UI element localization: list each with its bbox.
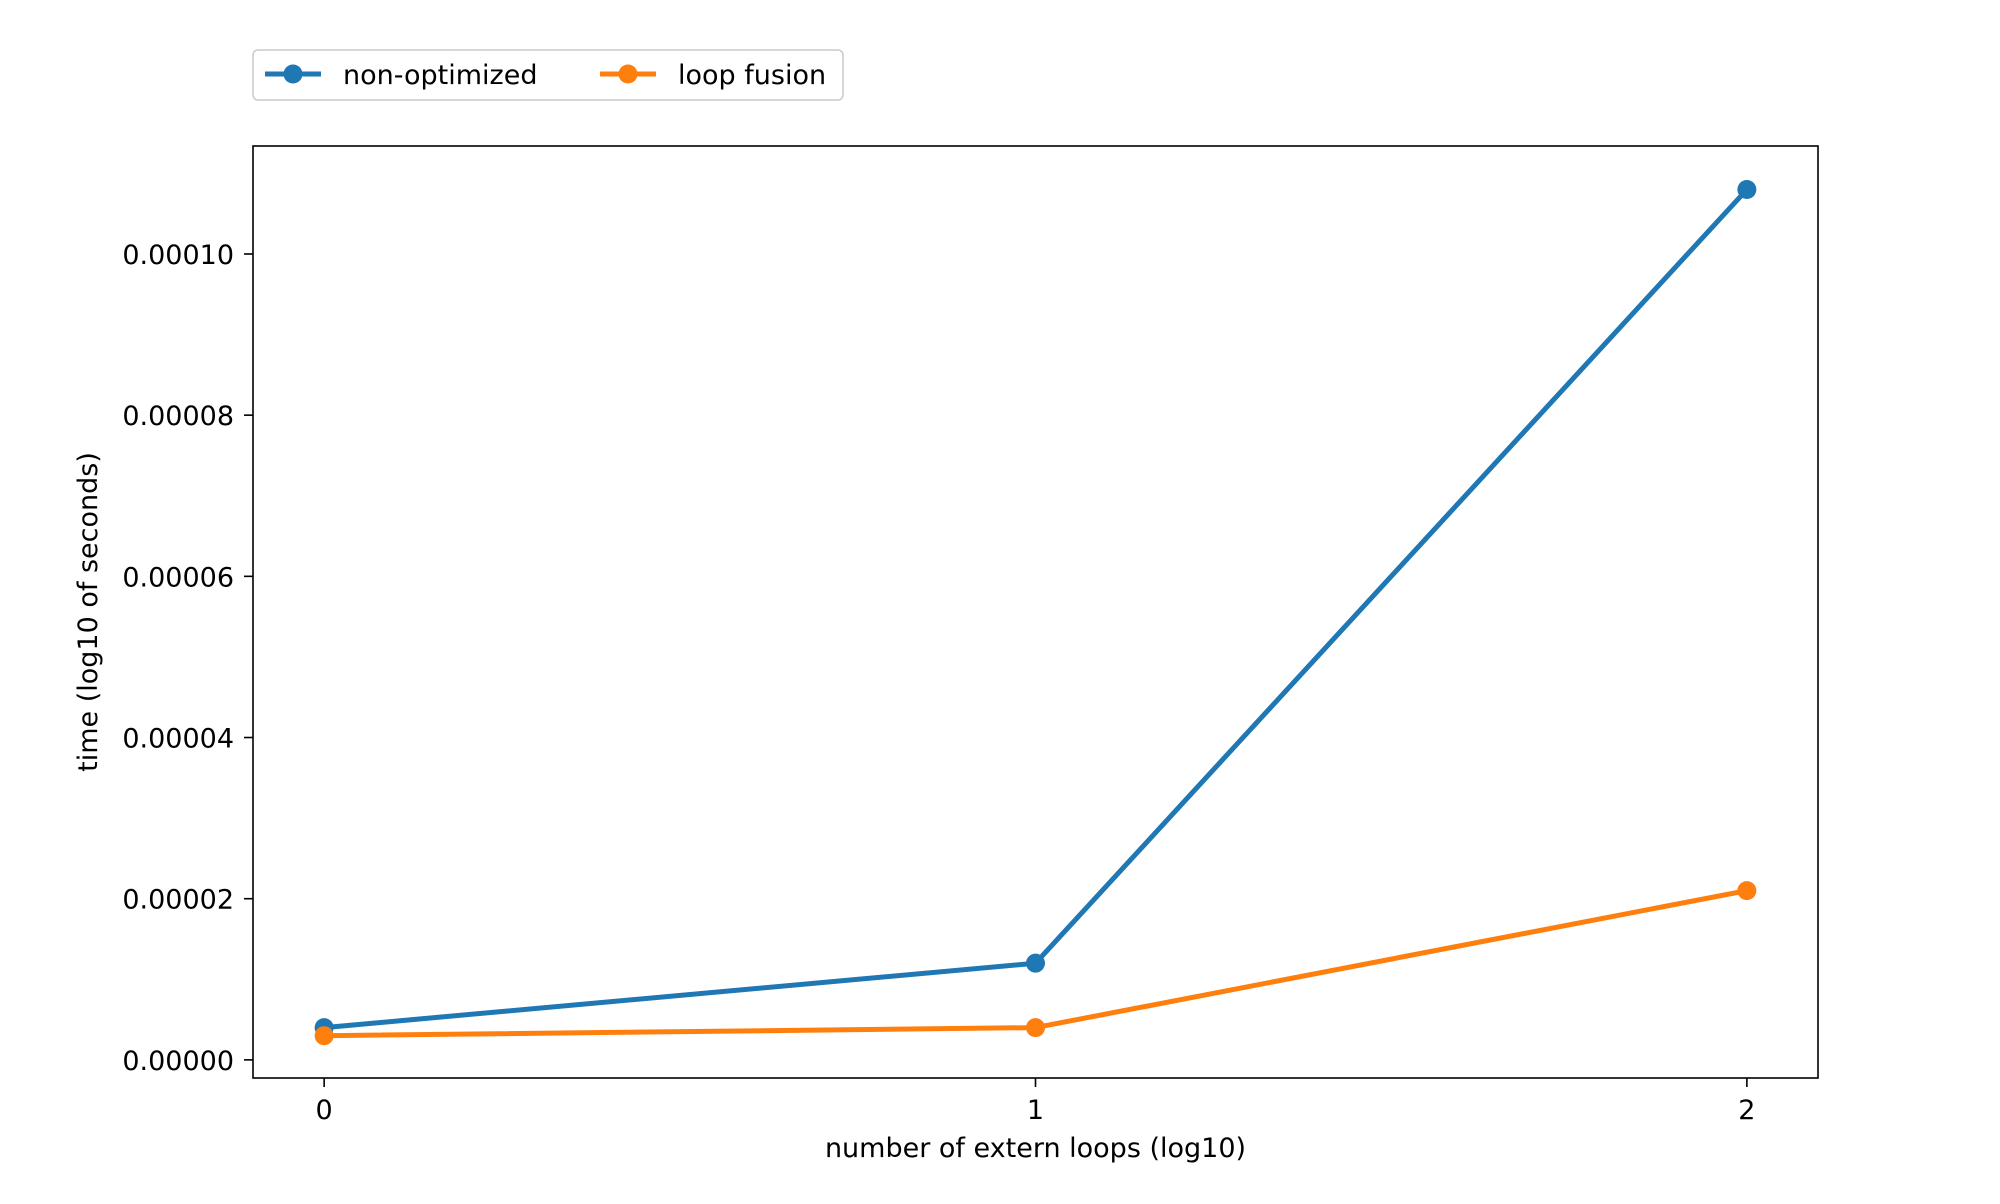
legend-marker	[618, 64, 638, 84]
x-tick-label: 2	[1738, 1095, 1755, 1126]
x-axis-label: number of extern loops (log10)	[825, 1133, 1246, 1164]
series-layer	[314, 180, 1757, 1046]
x-tick-label: 0	[316, 1095, 333, 1126]
legend-item: loop fusion	[600, 60, 826, 91]
y-axis-label: time (log10 of seconds)	[73, 452, 104, 772]
y-tick-label: 0.00010	[122, 240, 234, 271]
y-tick-label: 0.00004	[122, 724, 234, 755]
x-tick-label: 1	[1027, 1095, 1044, 1126]
legend-marker	[283, 64, 303, 84]
legend-label: loop fusion	[678, 60, 826, 91]
x-axis: 0 1 2	[316, 1078, 1755, 1126]
data-point	[1737, 881, 1757, 901]
y-tick-label: 0.00006	[122, 562, 234, 593]
data-point	[314, 1026, 334, 1046]
legend-label: non-optimized	[343, 60, 537, 91]
plot-area-frame	[252, 145, 1819, 1079]
legend: non-optimized loop fusion	[252, 49, 844, 101]
data-point	[1737, 180, 1757, 200]
legend-box	[252, 49, 844, 101]
y-axis: 0.00000 0.00002 0.00004 0.00006 0.00008 0.000…	[122, 240, 253, 1077]
data-point	[1026, 953, 1045, 973]
y-tick-label: 0.00000	[122, 1046, 234, 1077]
series-0	[314, 180, 1757, 1038]
series-1	[314, 881, 1757, 1046]
legend-items: non-optimized loop fusion	[265, 60, 826, 91]
series-line	[321, 185, 1751, 1031]
data-point	[1026, 1018, 1045, 1038]
y-tick-label: 0.00008	[122, 401, 234, 432]
legend-item: non-optimized	[265, 60, 537, 91]
y-tick-label: 0.00002	[122, 885, 234, 916]
